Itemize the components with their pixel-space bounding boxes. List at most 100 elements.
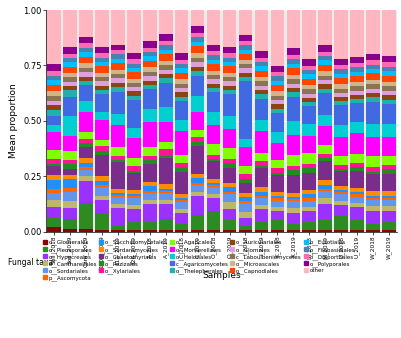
Bar — [334, 84, 348, 89]
Bar — [350, 203, 364, 207]
Bar — [334, 137, 348, 156]
Bar — [47, 189, 61, 193]
Bar — [271, 160, 284, 168]
Bar — [350, 197, 364, 203]
Bar — [318, 89, 332, 93]
Bar — [111, 193, 125, 195]
Bar — [47, 159, 61, 164]
Bar — [143, 48, 156, 52]
Bar — [382, 56, 396, 63]
Bar — [207, 92, 221, 112]
Bar — [159, 199, 172, 204]
Bar — [175, 120, 188, 131]
Bar — [111, 204, 125, 209]
Bar — [302, 98, 316, 102]
Bar — [223, 58, 236, 62]
Bar — [127, 79, 141, 83]
Bar — [207, 83, 221, 88]
Bar — [255, 86, 268, 90]
Bar — [191, 53, 205, 58]
Bar — [95, 181, 109, 185]
Bar — [191, 174, 205, 178]
Bar — [159, 155, 172, 158]
Bar — [302, 190, 316, 194]
Bar — [175, 198, 188, 200]
Bar — [223, 220, 236, 231]
Bar — [175, 194, 188, 198]
Bar — [175, 83, 188, 88]
Bar — [159, 34, 172, 41]
Bar — [271, 10, 284, 66]
Bar — [255, 131, 268, 153]
Bar — [366, 200, 380, 207]
Bar — [111, 147, 125, 155]
Bar — [366, 10, 380, 54]
Bar — [127, 91, 141, 96]
Bar — [302, 66, 316, 70]
Bar — [127, 96, 141, 100]
Bar — [350, 133, 364, 154]
Bar — [318, 65, 332, 71]
Bar — [111, 10, 125, 45]
Bar — [287, 83, 300, 88]
Bar — [318, 71, 332, 76]
Bar — [95, 187, 109, 196]
Bar — [271, 198, 284, 200]
Bar — [255, 71, 268, 77]
Bar — [302, 123, 316, 136]
Bar — [159, 184, 172, 189]
Bar — [271, 66, 284, 72]
Bar — [255, 168, 268, 187]
Bar — [271, 143, 284, 160]
Bar — [334, 74, 348, 78]
Bar — [111, 70, 125, 74]
Bar — [159, 122, 172, 142]
Bar — [318, 154, 332, 159]
Bar — [191, 71, 205, 76]
Bar — [175, 200, 188, 202]
Bar — [95, 185, 109, 187]
Bar — [382, 174, 396, 191]
Bar — [207, 64, 221, 71]
Bar — [239, 197, 252, 201]
Bar — [127, 139, 141, 158]
Bar — [350, 103, 364, 122]
Bar — [111, 54, 125, 58]
Bar — [191, 38, 205, 42]
Bar — [95, 90, 109, 94]
Legend: o__Glomerales, o__Pleosporales, o__Hypocreales, o__Cantharellales, o__Sordariale: o__Glomerales, o__Pleosporales, o__Hypoc… — [43, 240, 355, 281]
Bar — [318, 159, 332, 161]
Bar — [239, 60, 252, 64]
Bar — [366, 231, 380, 232]
Bar — [95, 120, 109, 140]
Bar — [207, 75, 221, 79]
Bar — [287, 48, 300, 55]
Bar — [350, 63, 364, 67]
Bar — [318, 45, 332, 52]
Bar — [47, 193, 61, 200]
Bar — [287, 135, 300, 155]
Bar — [223, 10, 236, 47]
Bar — [79, 229, 93, 232]
Bar — [350, 57, 364, 63]
Bar — [111, 58, 125, 63]
Bar — [350, 188, 364, 192]
Bar — [191, 137, 205, 142]
Bar — [159, 50, 172, 54]
Bar — [79, 37, 93, 43]
Bar — [191, 46, 205, 53]
Bar — [382, 169, 396, 174]
Bar — [111, 209, 125, 226]
Bar — [111, 45, 125, 50]
Bar — [366, 196, 380, 198]
Bar — [318, 185, 332, 189]
Bar — [366, 54, 380, 60]
Bar — [382, 222, 396, 231]
Bar — [318, 10, 332, 45]
Bar — [239, 193, 252, 197]
Bar — [302, 173, 316, 190]
Bar — [191, 215, 205, 231]
Bar — [175, 92, 188, 97]
Bar — [207, 88, 221, 92]
Bar — [159, 65, 172, 70]
